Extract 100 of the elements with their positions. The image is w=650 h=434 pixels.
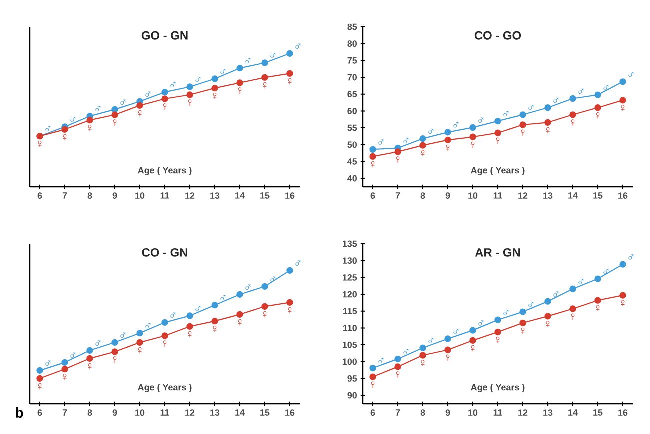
text: ♀ bbox=[421, 150, 425, 157]
x-tick-label: 7 bbox=[396, 410, 400, 416]
x-tick-label: 13 bbox=[210, 410, 220, 416]
chart-title: CO - GO bbox=[474, 31, 522, 40]
y-tick-label: 105 bbox=[342, 342, 358, 348]
x-tick-label: 13 bbox=[544, 192, 553, 199]
y-tick-label: 85 bbox=[348, 24, 358, 30]
y-tick-label: 100 bbox=[342, 358, 357, 366]
text: ♀ bbox=[138, 110, 142, 117]
text: ♂ bbox=[428, 128, 434, 134]
text: ♀ bbox=[546, 321, 550, 328]
text: ♀ bbox=[571, 314, 575, 320]
series-label: ♀ bbox=[371, 382, 375, 388]
x-tick-label: 14 bbox=[568, 192, 578, 199]
text: ♂ bbox=[428, 338, 434, 344]
text: ♂ bbox=[220, 295, 226, 301]
y-tick-label: 55 bbox=[348, 124, 358, 132]
text: ♀ bbox=[521, 328, 525, 334]
x-tick-label: 7 bbox=[62, 192, 68, 199]
series-label: ♂ bbox=[196, 306, 201, 312]
text: ♀ bbox=[138, 347, 142, 354]
y-tick-label: 40 bbox=[348, 175, 357, 182]
y-tick-label: 75 bbox=[348, 58, 358, 64]
text: ♀ bbox=[396, 156, 400, 163]
text: ♀ bbox=[213, 326, 217, 332]
text: ♂ bbox=[246, 58, 251, 64]
series-label: ♂ bbox=[404, 349, 409, 355]
x-tick-label: 15 bbox=[594, 410, 603, 416]
series-label: ♀ bbox=[63, 134, 67, 141]
x-tick-label: 10 bbox=[468, 192, 478, 199]
text: ♂ bbox=[504, 111, 509, 117]
text: ♂ bbox=[628, 72, 634, 78]
text: ♂ bbox=[504, 310, 509, 316]
text: ♂ bbox=[170, 82, 176, 88]
x-tick-label: 8 bbox=[420, 192, 426, 199]
x-tick-label: 10 bbox=[136, 410, 145, 416]
x-tick-label: 16 bbox=[286, 192, 295, 199]
chart-title: AR - GN bbox=[475, 248, 520, 257]
text: ♀ bbox=[596, 112, 600, 119]
text: ♀ bbox=[113, 356, 117, 363]
text: ♀ bbox=[596, 305, 600, 312]
series-label: ♀ bbox=[63, 374, 67, 380]
text: ♀ bbox=[546, 127, 550, 134]
x-tick-label: 12 bbox=[186, 410, 195, 416]
y-tick-label: 80 bbox=[348, 40, 357, 48]
y-tick-label: 120 bbox=[342, 291, 357, 298]
text: ♂ bbox=[554, 98, 559, 104]
text: ♀ bbox=[621, 105, 625, 112]
x-tick-label: 11 bbox=[160, 410, 170, 416]
text: ♂ bbox=[96, 340, 101, 346]
x-tick-label: 8 bbox=[420, 410, 426, 416]
text: ♀ bbox=[621, 300, 625, 306]
text: ♂ bbox=[170, 312, 176, 318]
text: ♀ bbox=[446, 144, 450, 152]
text: ♂ bbox=[46, 360, 51, 366]
text: ♀ bbox=[371, 161, 375, 168]
x-tick-label: 6 bbox=[370, 410, 376, 416]
text: ♀ bbox=[496, 336, 500, 344]
x-tick-label: 9 bbox=[112, 410, 118, 416]
x-tick-label: 11 bbox=[494, 410, 502, 416]
y-tick-label: 110 bbox=[343, 325, 357, 332]
text: ♂ bbox=[378, 358, 384, 364]
text: ♂ bbox=[604, 269, 609, 274]
y-tick-label: 90 bbox=[348, 392, 357, 399]
text: ♀ bbox=[421, 360, 425, 366]
text: ♀ bbox=[188, 331, 192, 338]
text: ♀ bbox=[188, 100, 192, 106]
y-tick-label: 70 bbox=[348, 74, 357, 81]
text: ♀ bbox=[88, 125, 92, 132]
x-tick-label: 12 bbox=[518, 410, 528, 416]
text: ♂ bbox=[120, 332, 126, 338]
x-axis-title: Age ( Years ) bbox=[138, 384, 192, 392]
x-tick-label: 16 bbox=[618, 410, 628, 416]
x-tick-label: 10 bbox=[468, 410, 478, 416]
text: ♂ bbox=[528, 104, 534, 110]
text: ♂ bbox=[146, 92, 151, 97]
text: ♂ bbox=[296, 260, 301, 266]
text: ♂ bbox=[454, 329, 459, 334]
x-tick-label: 15 bbox=[260, 410, 270, 416]
y-tick-label: 65 bbox=[348, 91, 358, 98]
text: ♀ bbox=[396, 372, 400, 378]
x-tick-label: 13 bbox=[544, 410, 553, 416]
text: ♀ bbox=[263, 311, 267, 318]
text: ♂ bbox=[70, 352, 76, 358]
x-tick-label: 14 bbox=[568, 410, 578, 416]
text: ♂ bbox=[378, 140, 384, 145]
y-tick-label: 115 bbox=[343, 308, 358, 314]
text: ♂ bbox=[578, 88, 584, 94]
x-tick-label: 6 bbox=[38, 410, 42, 416]
x-tick-label: 6 bbox=[38, 192, 42, 199]
series-label: ♂ bbox=[70, 117, 76, 122]
x-tick-label: 11 bbox=[160, 192, 170, 199]
text: ♀ bbox=[88, 363, 92, 370]
x-tick-label: 12 bbox=[518, 192, 528, 199]
x-tick-label: 14 bbox=[236, 410, 245, 416]
text: ♂ bbox=[120, 100, 126, 105]
y-tick-label: 130 bbox=[342, 258, 357, 264]
text: ♀ bbox=[288, 307, 292, 314]
x-tick-label: 10 bbox=[136, 192, 145, 199]
text: ♂ bbox=[220, 69, 226, 74]
